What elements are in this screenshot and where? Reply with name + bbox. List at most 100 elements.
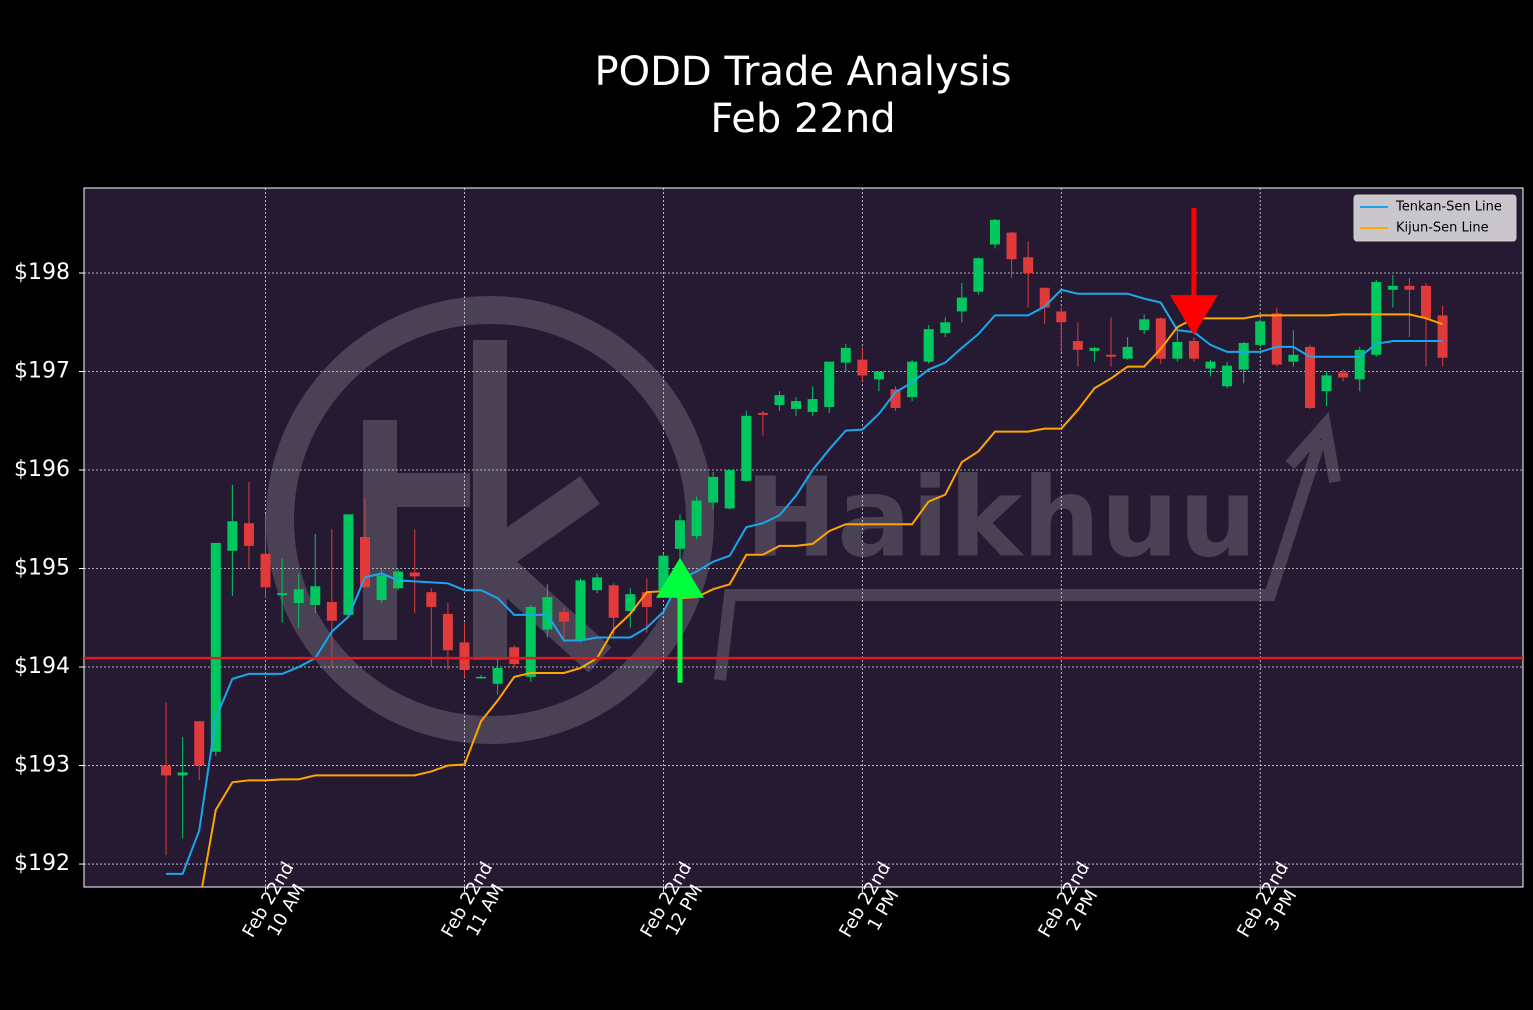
candle-body	[1205, 361, 1216, 369]
y-tick-label: $196	[14, 457, 70, 482]
candle-body	[1354, 349, 1365, 380]
candle-body	[724, 470, 735, 509]
candle-body	[791, 401, 802, 409]
candle-body	[741, 415, 752, 481]
candle-body	[824, 361, 835, 407]
candle-body	[923, 329, 934, 362]
candle-body	[1338, 372, 1349, 378]
candle-body	[774, 395, 785, 406]
candle-body	[459, 642, 470, 670]
candle-body	[310, 586, 321, 605]
candle-body	[277, 593, 288, 596]
candle-body	[426, 592, 437, 607]
indicator-line	[201, 313, 1443, 887]
candle-body	[807, 399, 818, 412]
candle-body	[210, 542, 221, 752]
y-tick-label: $197	[14, 359, 70, 384]
candle-body	[1006, 232, 1017, 260]
candle-body	[260, 553, 271, 588]
candle-body	[1222, 365, 1233, 387]
candle-body	[1387, 285, 1398, 290]
candle-body	[525, 606, 536, 677]
candle-body	[1139, 319, 1150, 331]
watermark-text: Haikhuu	[745, 453, 1257, 581]
candle-body	[376, 575, 387, 601]
candle-body	[1106, 354, 1117, 357]
candle-body	[708, 476, 719, 503]
candle-body	[1023, 257, 1034, 274]
legend-label: Kijun-Sen Line	[1396, 221, 1489, 236]
candle-body	[442, 613, 453, 651]
candle-body	[658, 555, 669, 591]
candle-body	[1288, 354, 1299, 362]
candle-body	[1238, 342, 1249, 370]
candle-body	[1172, 341, 1183, 359]
candle-body	[476, 676, 487, 679]
candle-body	[1437, 315, 1448, 358]
candle-body	[558, 611, 569, 622]
candle-body	[1404, 285, 1415, 290]
candle-body	[1421, 285, 1432, 319]
signal-arrow	[1169, 207, 1218, 336]
candle-body	[890, 389, 901, 408]
candle-body	[1056, 311, 1067, 323]
candle-body	[194, 721, 205, 766]
candle-body	[973, 258, 984, 292]
candle-body	[956, 297, 967, 312]
y-tick-label: $198	[14, 260, 70, 285]
watermark-logo	[363, 340, 612, 673]
y-tick-label: $193	[14, 753, 70, 778]
candle-body	[1089, 347, 1100, 351]
candle-body	[691, 500, 702, 537]
candle-body	[293, 589, 304, 604]
y-tick-label: $194	[14, 654, 70, 679]
candle-body	[1304, 346, 1315, 408]
candle-body	[343, 514, 354, 615]
candle-body	[1072, 340, 1083, 350]
watermark-arrow	[714, 411, 1341, 681]
candle-body	[1039, 287, 1050, 308]
indicator-line	[166, 288, 1443, 875]
plot	[84, 188, 1523, 887]
candle-body	[575, 580, 586, 641]
candle-body	[509, 647, 520, 665]
arrow-head	[1169, 295, 1218, 336]
candle-body	[161, 765, 172, 776]
watermark: Haikhuu	[266, 296, 1341, 744]
candle-body	[1371, 281, 1382, 355]
legend-box	[1353, 194, 1517, 242]
candle-body	[757, 412, 768, 415]
candle-body	[360, 537, 371, 588]
candle-body	[492, 668, 503, 684]
candle-body	[907, 361, 918, 398]
candle-body	[177, 772, 188, 776]
candle-body	[873, 371, 884, 380]
candle-body	[1271, 313, 1282, 365]
candle-body	[840, 347, 851, 363]
signal-arrow	[655, 557, 704, 683]
candle-body	[1255, 321, 1266, 345]
arrow-head	[655, 557, 704, 598]
y-tick-label: $195	[14, 556, 70, 581]
candle-body	[409, 572, 420, 577]
candle-body	[1122, 346, 1133, 359]
chart-title: PODD Trade Analysis	[595, 49, 1012, 95]
candle-body	[1155, 318, 1166, 359]
candle-body	[592, 577, 603, 591]
y-tick-label: $192	[14, 851, 70, 876]
candle-body	[227, 521, 238, 551]
chart-subtitle: Feb 22nd	[710, 96, 895, 142]
legend-label: Tenkan-Sen Line	[1395, 200, 1502, 215]
candle-body	[940, 322, 951, 334]
plot-area	[83, 187, 1524, 888]
candle-body	[243, 523, 254, 546]
candle-body	[625, 594, 636, 611]
candle-body	[989, 219, 1000, 245]
candle-body	[326, 602, 337, 621]
candle-body	[1188, 340, 1199, 359]
candle-body	[641, 592, 652, 607]
candle-body	[1321, 375, 1332, 392]
candle-body	[674, 520, 685, 549]
